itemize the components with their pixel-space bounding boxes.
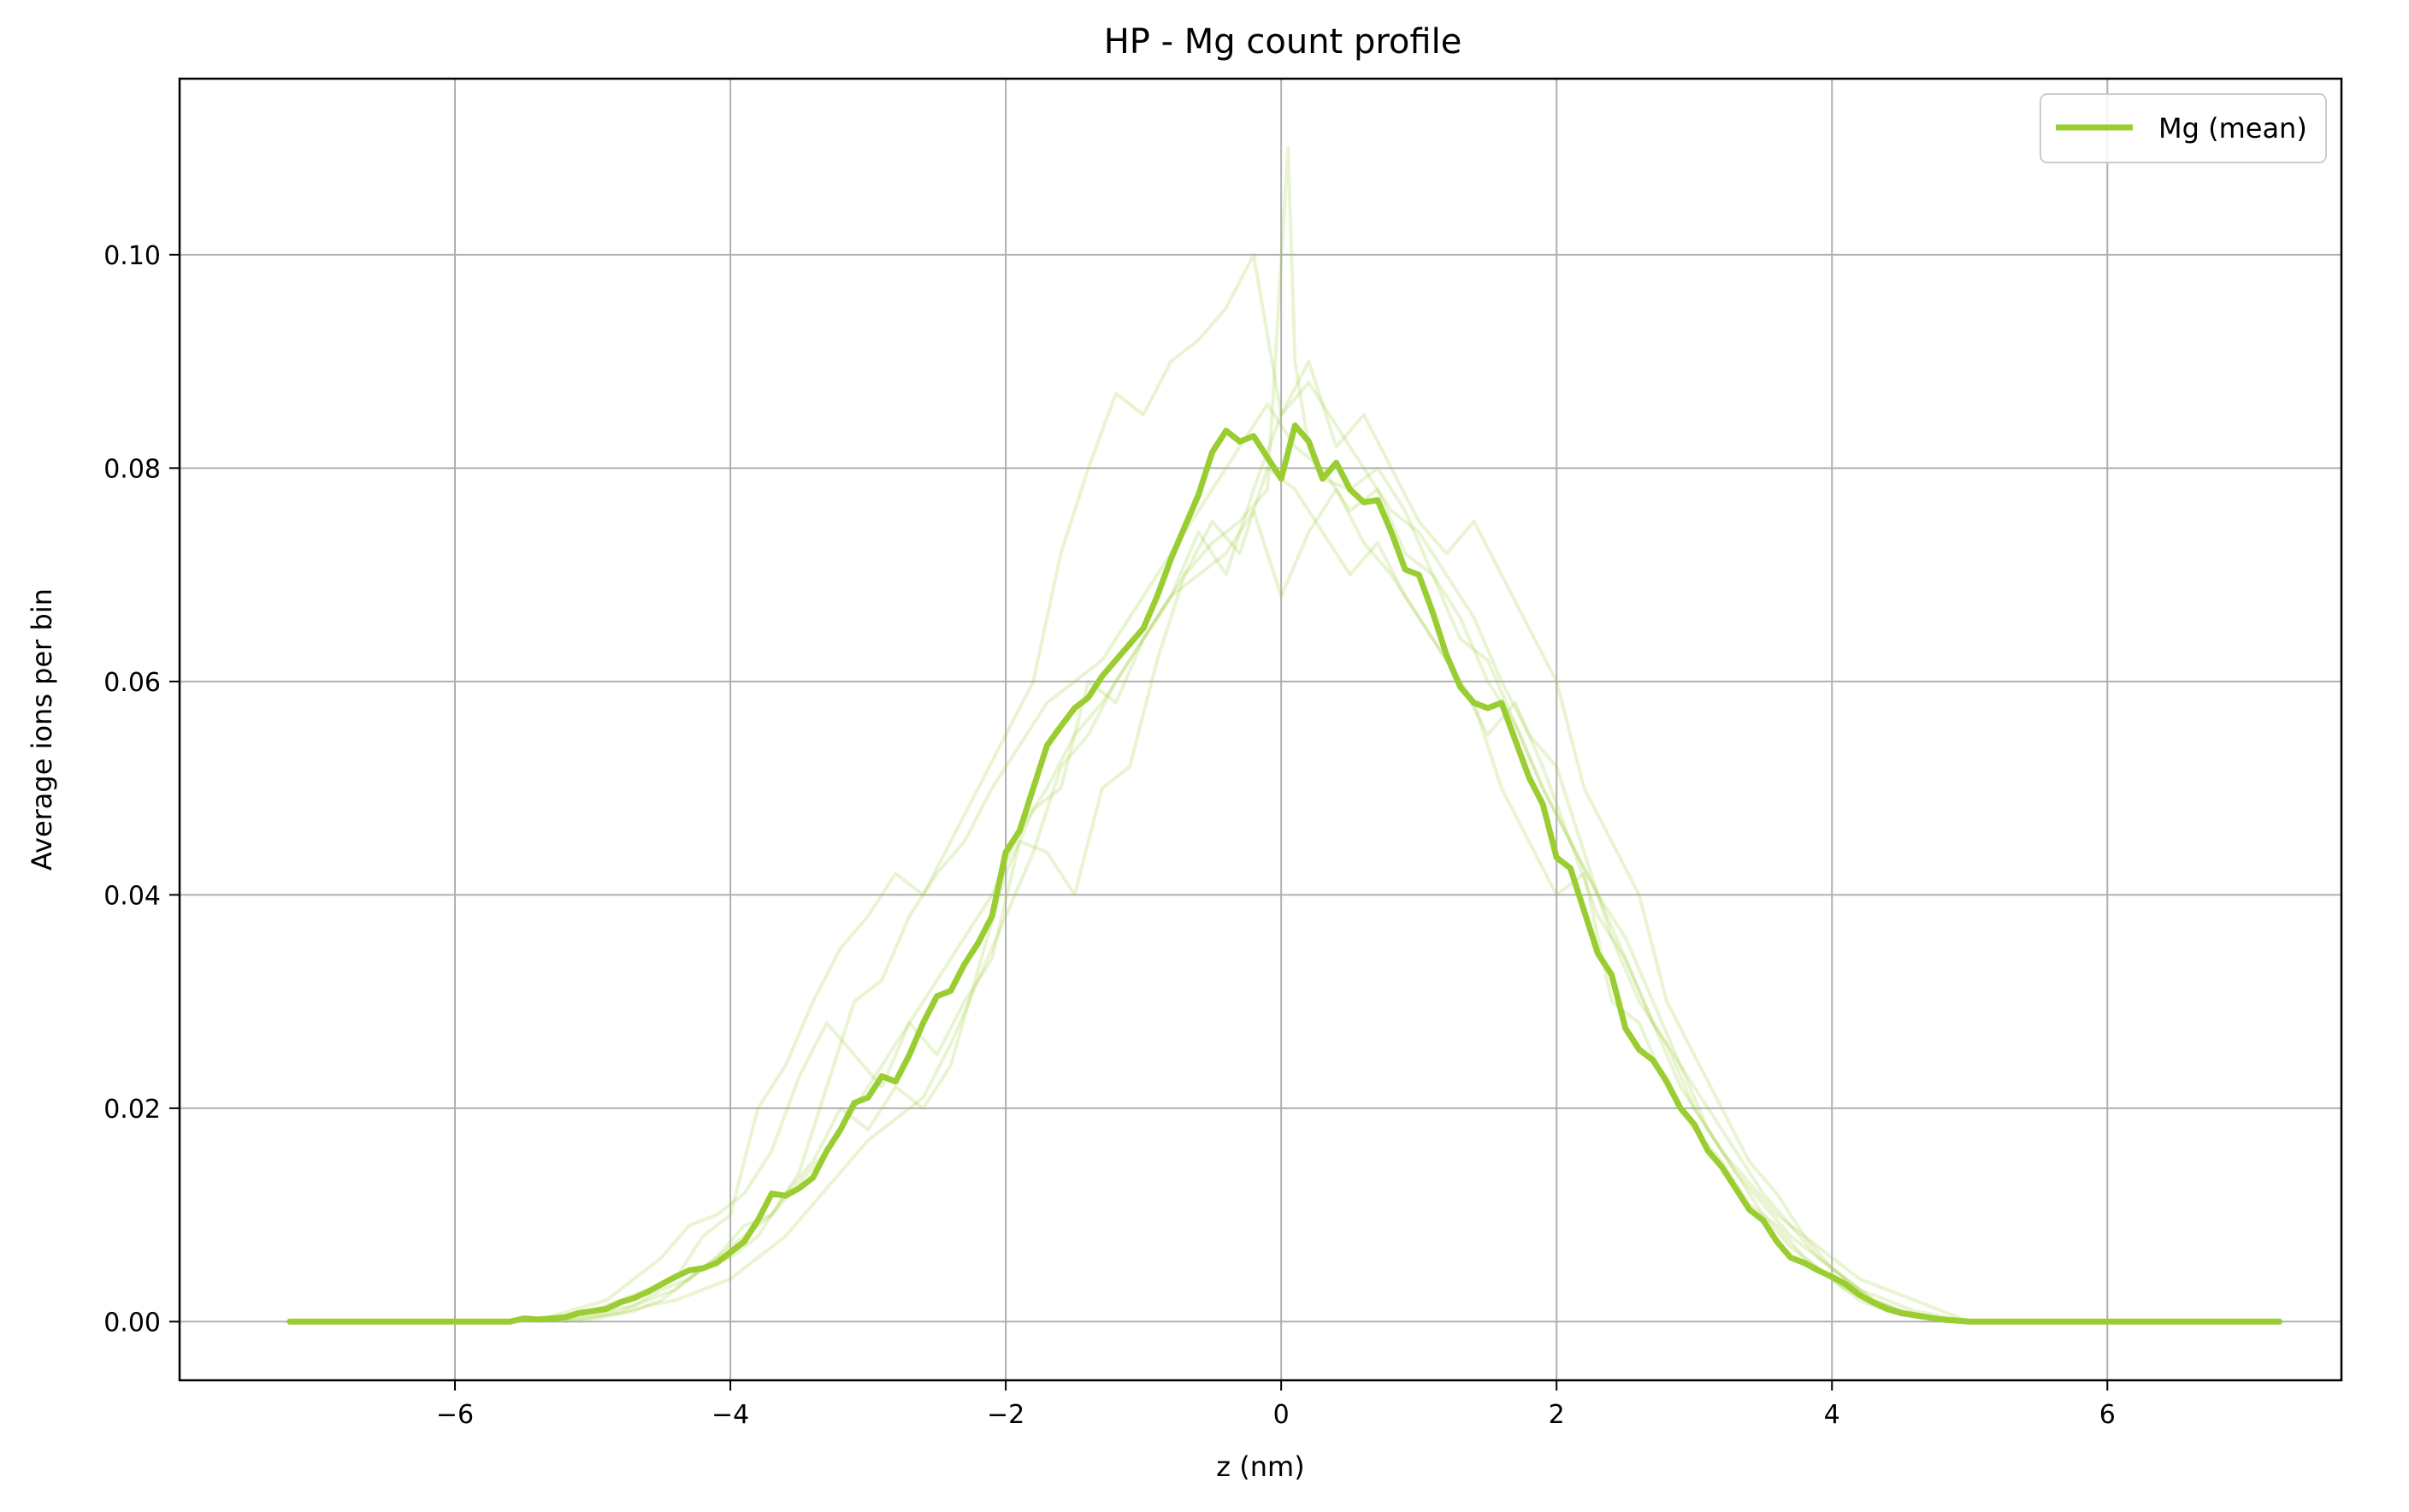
- legend-box: [2040, 93, 2327, 163]
- faint-replica-line: [537, 252, 1970, 1324]
- x-tick-label: 2: [1549, 1400, 1565, 1430]
- y-tick-label: 0.04: [103, 881, 161, 911]
- y-tick-label: 0.00: [103, 1308, 161, 1338]
- x-tick-label: 0: [1273, 1400, 1290, 1430]
- plot-frame: [178, 77, 2343, 1382]
- mean-series-group: [286, 422, 2282, 1325]
- y-tick-label: 0.10: [103, 241, 161, 271]
- y-tick-label: 0.08: [103, 454, 161, 484]
- faint-replica-line: [564, 381, 1970, 1324]
- faint-replica-line: [551, 466, 1957, 1324]
- legend-label: Mg (mean): [2158, 112, 2307, 145]
- x-tick-label: −4: [711, 1400, 749, 1430]
- legend: Mg (mean): [2040, 93, 2327, 163]
- axis-ticks: −6 −4 −2 0 2 4 6 0.00 0.02 0.04 0.06 0.08 0.10: [103, 241, 2116, 1430]
- x-axis-label: z (nm): [1216, 1450, 1304, 1483]
- x-tick-label: −2: [987, 1400, 1024, 1430]
- y-axis-label: Average ions per bin: [26, 588, 58, 871]
- faint-replica-line: [551, 402, 1957, 1324]
- chart-title: HP - Mg count profile: [1104, 22, 1462, 62]
- mean-series-line: [286, 422, 2282, 1325]
- x-tick-label: −6: [436, 1400, 474, 1430]
- y-tick-label: 0.02: [103, 1095, 161, 1125]
- grid: [180, 79, 2341, 1380]
- x-tick-label: 6: [2099, 1400, 2116, 1430]
- y-tick-label: 0.06: [103, 668, 161, 698]
- x-tick-label: 4: [1824, 1400, 1840, 1430]
